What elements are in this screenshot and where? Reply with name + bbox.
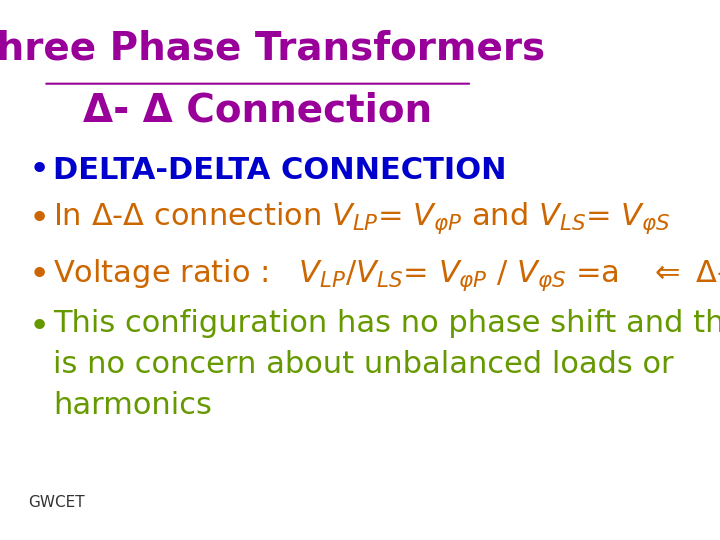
Text: •: • bbox=[29, 259, 50, 292]
Text: In $\Delta$-$\Delta$ connection $V_{LP}$= $V_{\varphi P}$ and $V_{LS}$= $V_{\var: In $\Delta$-$\Delta$ connection $V_{LP}$… bbox=[53, 201, 671, 237]
Text: DELTA-DELTA CONNECTION: DELTA-DELTA CONNECTION bbox=[53, 156, 507, 185]
Text: GWCET: GWCET bbox=[29, 495, 85, 510]
Text: harmonics: harmonics bbox=[53, 390, 212, 420]
Text: Three Phase Transformers: Three Phase Transformers bbox=[0, 30, 545, 68]
Text: is no concern about unbalanced loads or: is no concern about unbalanced loads or bbox=[53, 350, 674, 379]
Text: •: • bbox=[29, 310, 50, 343]
Text: Voltage ratio :   $V_{LP}$/$V_{LS}$= $V_{\varphi P}$ / $V_{\varphi S}$ =a   $\Le: Voltage ratio : $V_{LP}$/$V_{LS}$= $V_{\… bbox=[53, 258, 720, 293]
Text: Δ- Δ Connection: Δ- Δ Connection bbox=[83, 92, 432, 130]
Text: •: • bbox=[29, 153, 50, 187]
Text: •: • bbox=[29, 202, 50, 235]
Text: This configuration has no phase shift and there: This configuration has no phase shift an… bbox=[53, 309, 720, 339]
